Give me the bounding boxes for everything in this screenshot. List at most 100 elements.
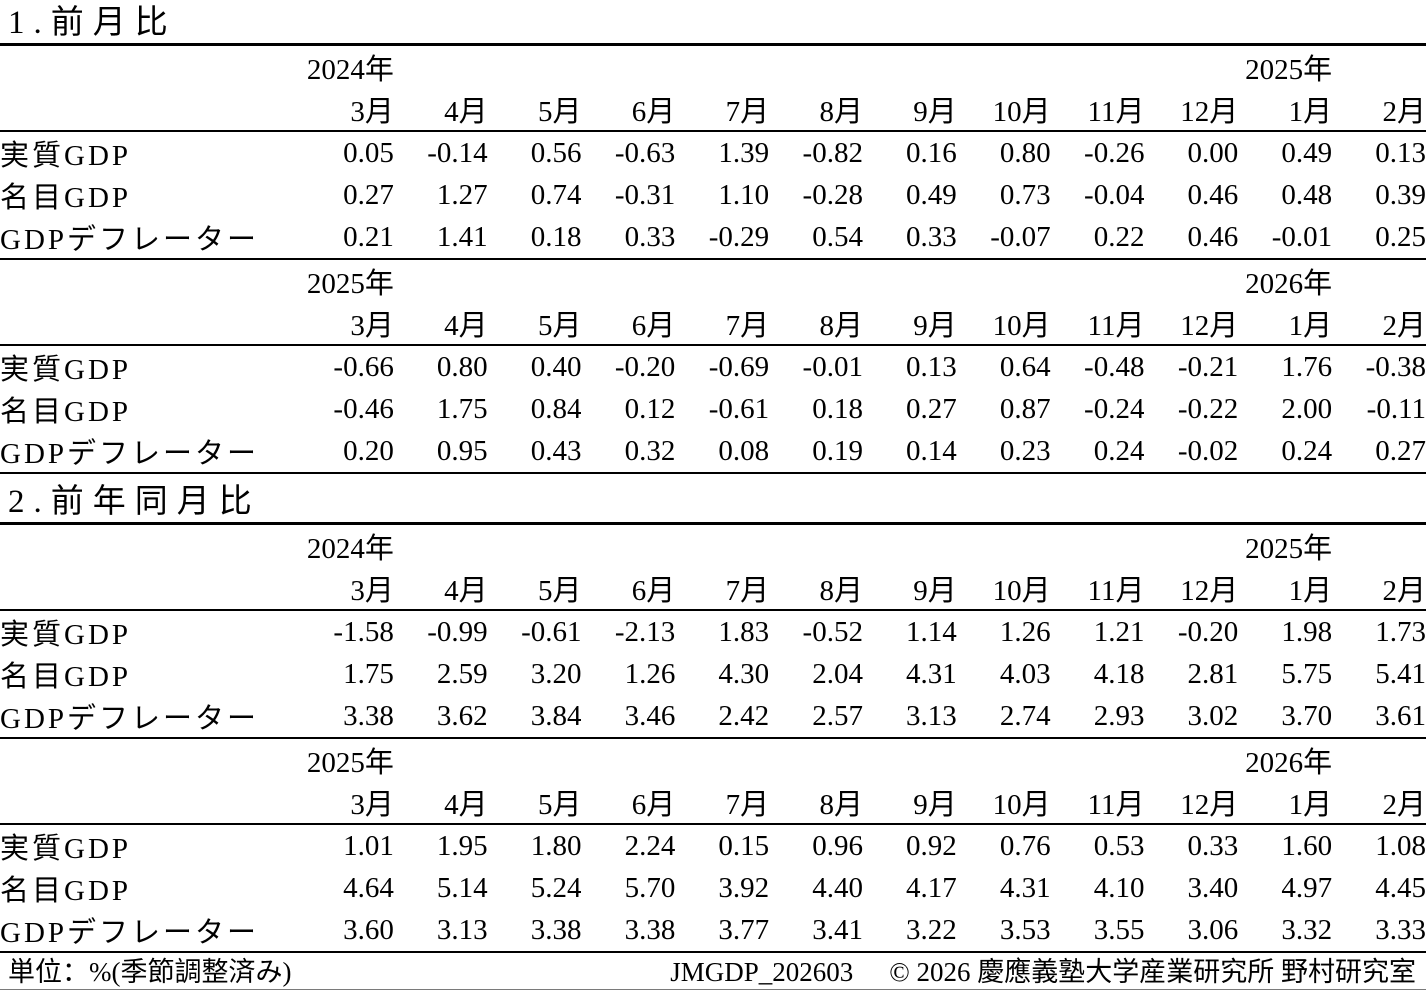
value-cell: 3.92 — [718, 871, 770, 904]
year-cell-empty — [488, 525, 582, 567]
month-header: 11月 — [1050, 302, 1145, 346]
value-cell: 1.73 — [1375, 615, 1426, 648]
value-cell: 2.24 — [624, 829, 676, 862]
value-cell: -0.38 — [1365, 350, 1426, 383]
value-cell: -0.82 — [802, 136, 863, 169]
row-label: 実質GDP — [0, 619, 132, 651]
value-cell: 4.03 — [999, 657, 1051, 690]
month-header: 11月 — [1050, 781, 1145, 825]
year-cell-empty — [1144, 739, 1238, 781]
value-cell: -2.13 — [614, 615, 676, 648]
value-cell: 0.15 — [718, 829, 770, 862]
row-label: GDPデフレーター — [0, 438, 260, 470]
value-cell: 3.13 — [436, 913, 488, 946]
value-cell: 4.31 — [906, 657, 957, 690]
value-cell: 1.26 — [999, 615, 1051, 648]
value-cell: 1.10 — [718, 178, 770, 211]
value-cell: -0.48 — [1084, 350, 1145, 383]
year-cell-empty — [581, 525, 675, 567]
value-cell: -0.61 — [521, 615, 582, 648]
value-cell: 5.14 — [436, 871, 488, 904]
month-header: 8月 — [769, 781, 863, 825]
month-header: 2月 — [1332, 88, 1426, 132]
table-row: GDPデフレーター 3.60 3.13 3.38 3.38 3.77 3.41 3.22 3.5… — [0, 909, 1426, 952]
month-row-spacer — [0, 781, 300, 825]
value-cell: 3.32 — [1281, 913, 1333, 946]
value-cell: 0.08 — [718, 434, 770, 467]
value-cell: -0.07 — [990, 220, 1051, 253]
section-title-mom: 1.前月比 — [0, 0, 1426, 46]
month-header: 6月 — [581, 567, 676, 611]
value-cell: 0.33 — [1187, 829, 1239, 862]
row-label: 実質GDP — [0, 833, 132, 865]
year-cell-empty — [1051, 46, 1145, 88]
value-cell: 1.01 — [343, 829, 394, 862]
value-cell: 2.57 — [812, 699, 863, 732]
value-cell: 3.46 — [624, 699, 676, 732]
value-cell: 4.97 — [1281, 871, 1333, 904]
month-row-spacer — [0, 567, 300, 611]
value-cell: 1.26 — [624, 657, 676, 690]
year-left-label: 2024年 — [306, 54, 394, 86]
value-cell: 4.30 — [718, 657, 770, 690]
value-cell: 0.46 — [1187, 220, 1239, 253]
month-header-row: 3月 4月 5月 6月 7月 8月 9月 10月 11月 12月 1月 2月 — [0, 567, 1426, 611]
table-row: 名目GDP -0.46 1.75 0.84 0.12 -0.61 0.18 0.27 0.87-… — [0, 388, 1426, 430]
yoy-table-2025-2026: 2025年 2026年 3月 4月 5月 6月 7月 8月 9月 10月 11月 12月 1月 2月 実質G… — [0, 739, 1426, 953]
value-cell: -0.04 — [1084, 178, 1145, 211]
value-cell: 1.60 — [1281, 829, 1333, 862]
value-cell: 0.92 — [906, 829, 957, 862]
value-cell: 1.75 — [343, 657, 394, 690]
value-cell: 0.16 — [906, 136, 957, 169]
value-cell: 0.27 — [906, 392, 957, 425]
year-cell-empty — [769, 525, 863, 567]
value-cell: 5.24 — [530, 871, 582, 904]
year-cell-empty — [1144, 260, 1238, 302]
value-cell: 0.13 — [906, 350, 957, 383]
value-cell: 0.74 — [530, 178, 582, 211]
value-cell: 0.00 — [1187, 136, 1239, 169]
year-cell-empty — [1051, 260, 1145, 302]
value-cell: -1.58 — [333, 615, 394, 648]
value-cell: 0.24 — [1281, 434, 1333, 467]
value-cell: -0.99 — [427, 615, 488, 648]
value-cell: 3.70 — [1281, 699, 1333, 732]
value-cell: 2.00 — [1281, 392, 1333, 425]
row-label: 名目GDP — [0, 182, 132, 214]
value-cell: 1.80 — [530, 829, 582, 862]
month-row-spacer — [0, 302, 300, 346]
value-cell: 0.54 — [812, 220, 863, 253]
year-cell-empty — [675, 260, 769, 302]
year-right-label: 2026年 — [1245, 747, 1333, 779]
month-header: 10月 — [956, 781, 1051, 825]
month-header: 9月 — [862, 781, 957, 825]
month-header: 6月 — [581, 781, 676, 825]
value-cell: -0.46 — [333, 392, 394, 425]
value-cell: 3.02 — [1187, 699, 1239, 732]
value-cell: 0.14 — [906, 434, 957, 467]
month-header: 9月 — [862, 567, 957, 611]
value-cell: 1.95 — [436, 829, 488, 862]
year-cell-empty — [488, 739, 582, 781]
row-label: GDPデフレーター — [0, 224, 260, 256]
month-header: 1月 — [1238, 88, 1333, 132]
value-cell: 0.80 — [999, 136, 1051, 169]
value-cell: 0.23 — [999, 434, 1051, 467]
table-row: GDPデフレーター 3.38 3.62 3.84 3.46 2.42 2.57 3.13 2.7… — [0, 695, 1426, 738]
month-header: 4月 — [393, 781, 488, 825]
value-cell: 4.45 — [1375, 871, 1426, 904]
value-cell: 0.84 — [530, 392, 582, 425]
year-cell-empty — [394, 525, 488, 567]
value-cell: 3.40 — [1187, 871, 1239, 904]
month-header: 3月 — [300, 781, 394, 825]
year-cell-empty — [1332, 260, 1426, 302]
value-cell: -0.21 — [1177, 350, 1239, 383]
value-cell: 0.32 — [624, 434, 676, 467]
value-cell: -0.28 — [802, 178, 863, 211]
value-cell: 2.74 — [999, 699, 1051, 732]
value-cell: 2.93 — [1093, 699, 1145, 732]
value-cell: 3.60 — [343, 913, 394, 946]
value-cell: 0.87 — [999, 392, 1051, 425]
value-cell: 1.76 — [1281, 350, 1333, 383]
